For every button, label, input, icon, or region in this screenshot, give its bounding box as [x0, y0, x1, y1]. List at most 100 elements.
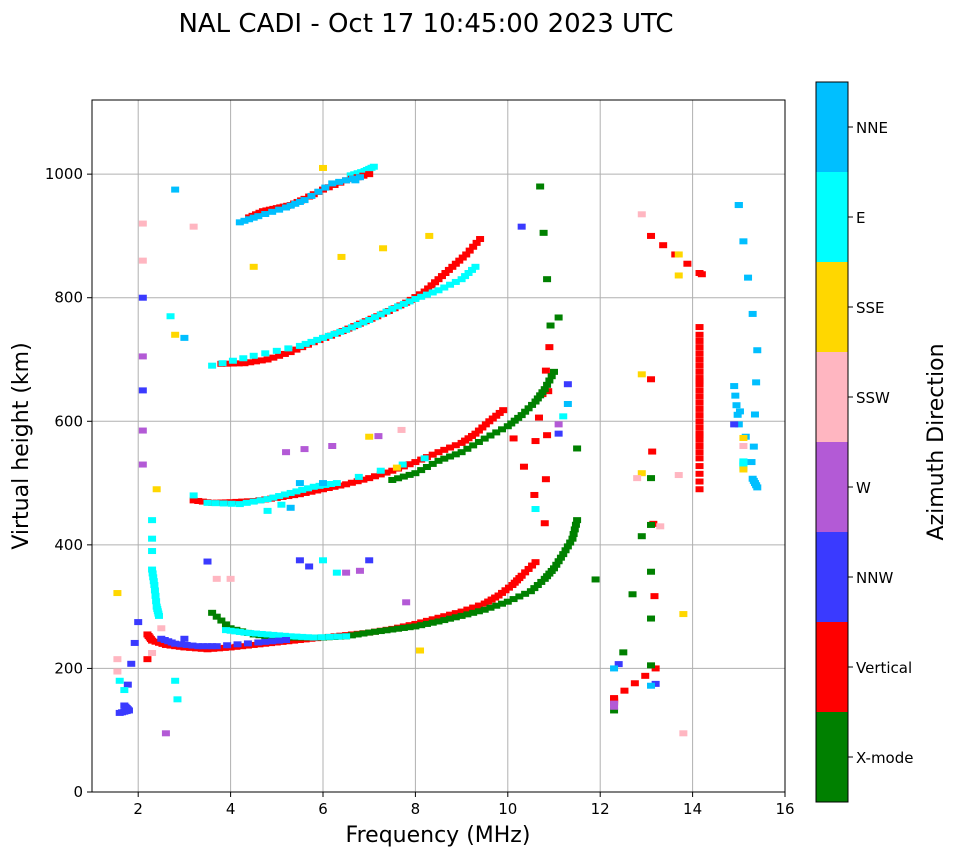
- echo-mark: [234, 360, 243, 367]
- echo-mark: [481, 421, 490, 428]
- echo-mark: [476, 236, 485, 243]
- x-axis-ticks: 2 4 6 8 10 12 14 16: [133, 792, 795, 818]
- echo-mark: [536, 183, 545, 190]
- echo-mark: [405, 461, 414, 468]
- echo-mark: [365, 629, 374, 636]
- echo-mark: [161, 641, 170, 648]
- echo-mark: [180, 334, 189, 341]
- echo-mark: [319, 164, 327, 171]
- colorbar-label-vertical: Vertical: [856, 659, 912, 677]
- echo-mark: [319, 480, 327, 487]
- echo-mark: [249, 498, 258, 505]
- echo-mark: [394, 303, 403, 310]
- echo-mark: [313, 336, 322, 343]
- echo-mark: [695, 387, 704, 394]
- echo-mark: [524, 565, 533, 572]
- echo-mark: [543, 432, 552, 439]
- echo-mark: [277, 501, 286, 508]
- echo-mark: [444, 266, 453, 273]
- grid-lines: [92, 100, 785, 793]
- echo-mark: [440, 613, 449, 620]
- echo-mark: [748, 310, 757, 317]
- echo-mark: [208, 362, 217, 369]
- echo-mark: [648, 448, 657, 455]
- x-axis-label: Frequency (MHz): [346, 823, 531, 848]
- echo-mark: [269, 354, 278, 361]
- echo-mark: [227, 500, 236, 507]
- echo-mark: [221, 627, 230, 634]
- echo-mark: [342, 326, 351, 333]
- echo-mark: [561, 547, 570, 554]
- echo-mark: [359, 319, 368, 326]
- echo-mark: [282, 204, 291, 211]
- echo-mark: [451, 451, 460, 458]
- echo-mark: [695, 375, 704, 382]
- echo-mark: [531, 438, 540, 445]
- echo-mark: [519, 463, 528, 470]
- echo-mark: [695, 436, 704, 443]
- echo-mark: [211, 500, 220, 507]
- echo-mark: [647, 662, 656, 669]
- echo-mark: [166, 642, 175, 649]
- colorbar-segment: [816, 442, 848, 532]
- echo-mark: [411, 623, 420, 630]
- echo-marks: [113, 163, 762, 737]
- echo-mark: [509, 596, 518, 603]
- echo-mark: [263, 496, 272, 503]
- colorbar-frame: [815, 81, 849, 803]
- echo-mark: [275, 206, 284, 213]
- colorbar-label-x-mode: X-mode: [856, 749, 913, 767]
- echo-mark: [370, 314, 379, 321]
- echo-mark: [398, 461, 407, 468]
- echo-mark: [303, 634, 312, 641]
- echo-mark: [559, 413, 568, 420]
- echo-mark: [282, 449, 291, 456]
- echo-mark: [268, 208, 277, 215]
- echo-mark: [619, 649, 628, 656]
- echo-mark: [286, 504, 295, 511]
- echo-mark: [739, 458, 748, 465]
- echo-mark: [428, 619, 437, 626]
- echo-mark: [295, 557, 304, 564]
- echo-mark: [517, 572, 526, 579]
- echo-mark: [610, 707, 619, 714]
- echo-mark: [347, 479, 356, 486]
- echo-mark: [457, 449, 466, 456]
- echo-mark: [679, 730, 688, 737]
- echo-mark: [545, 344, 554, 351]
- echo-mark: [347, 632, 356, 639]
- echo-mark: [733, 411, 742, 418]
- echo-mark: [695, 324, 704, 331]
- echo-mark: [480, 606, 489, 613]
- echo-mark: [440, 446, 449, 453]
- echo-mark: [428, 460, 437, 467]
- echo-mark: [695, 412, 704, 419]
- echo-mark: [528, 562, 537, 569]
- echo-mark: [695, 449, 704, 456]
- echo-mark: [521, 408, 530, 415]
- echo-mark: [198, 498, 207, 505]
- chart-title: NAL CADI - Oct 17 10:45:00 2023 UTC: [178, 9, 673, 39]
- echo-mark: [280, 632, 289, 639]
- echo-mark: [451, 614, 460, 621]
- echo-mark: [451, 442, 460, 449]
- echo-mark: [261, 210, 270, 217]
- echo-mark: [127, 660, 136, 667]
- echo-mark: [441, 270, 450, 276]
- echo-mark: [573, 445, 582, 452]
- echo-mark: [420, 455, 429, 462]
- echo-mark: [550, 565, 558, 572]
- echo-mark: [392, 464, 401, 471]
- echo-mark: [569, 531, 578, 538]
- echo-mark: [143, 656, 152, 663]
- colorbar-label-w: W: [856, 479, 871, 497]
- echo-mark: [203, 499, 212, 506]
- echo-mark: [261, 638, 270, 645]
- echo-mark: [591, 576, 600, 583]
- echo-mark: [647, 232, 656, 239]
- echo-mark: [188, 642, 197, 649]
- echo-mark: [498, 426, 507, 433]
- echo-mark: [353, 321, 362, 328]
- echo-mark: [749, 443, 758, 450]
